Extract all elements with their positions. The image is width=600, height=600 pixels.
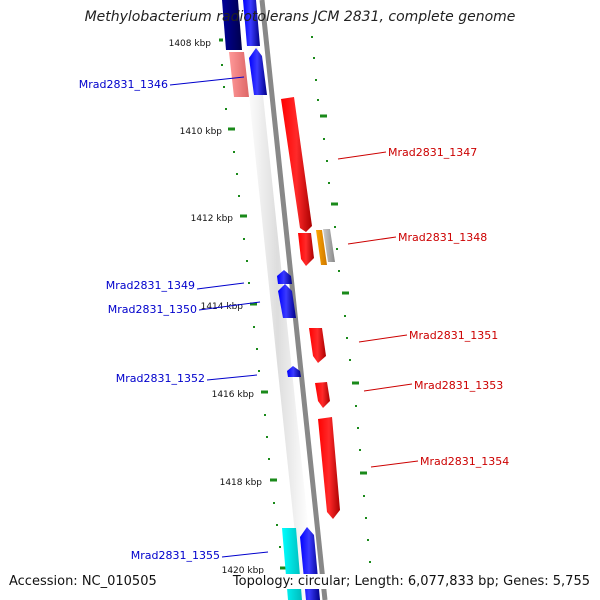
map-title: Methylobacterium radiotolerans JCM 2831,… (84, 9, 516, 25)
gene-mark-1351 (309, 328, 326, 363)
outer-track (311, 36, 371, 563)
tick-label: 1412 kbp (191, 214, 234, 224)
gene-mark-1348-orange (316, 230, 327, 265)
backbone-shade (239, 0, 316, 600)
gene-label-1355: Mrad2831_1355 (131, 549, 220, 562)
gene-mark-1346-pink (229, 52, 249, 97)
tick-label: 1420 kbp (222, 566, 265, 576)
tick-label: 1418 kbp (220, 478, 263, 488)
gene-label-1346: Mrad2831_1346 (79, 78, 168, 91)
gene-mark-1349 (277, 270, 292, 284)
tick-label: 1408 kbp (169, 39, 212, 49)
gene-label-1352: Mrad2831_1352 (116, 372, 205, 385)
backbone (259, 0, 328, 600)
gene-mark-1353 (315, 382, 330, 408)
gene-mark-1346 (249, 48, 267, 95)
leader-lines (169, 76, 419, 558)
gene-mark-top-navy (222, 0, 242, 50)
gene-mark-top-blue (243, 0, 260, 46)
tick-label: 1410 kbp (180, 127, 223, 137)
gene-label-1348: Mrad2831_1348 (398, 231, 487, 244)
gene-label-1354: Mrad2831_1354 (420, 455, 509, 468)
genome-summary-text: Topology: circular; Length: 6,077,833 bp… (232, 574, 590, 589)
gene-mark-1350 (278, 284, 296, 318)
gene-label-1349: Mrad2831_1349 (106, 279, 195, 292)
gene-label-1347: Mrad2831_1347 (388, 146, 477, 159)
accession-text: Accession: NC_010505 (9, 574, 157, 589)
gene-mark-1348-gray (323, 229, 335, 262)
gene-label-1353: Mrad2831_1353 (414, 379, 503, 392)
gene-mark-1347 (281, 97, 312, 232)
gene-mark-1352 (287, 366, 301, 377)
inner-track (219, 38, 287, 570)
gene-mark-1354 (318, 417, 340, 519)
gene-label-1350: Mrad2831_1350 (108, 303, 197, 316)
tick-label: 1416 kbp (212, 390, 255, 400)
gene-label-1351: Mrad2831_1351 (409, 329, 498, 342)
gene-mark-1348 (298, 233, 314, 266)
